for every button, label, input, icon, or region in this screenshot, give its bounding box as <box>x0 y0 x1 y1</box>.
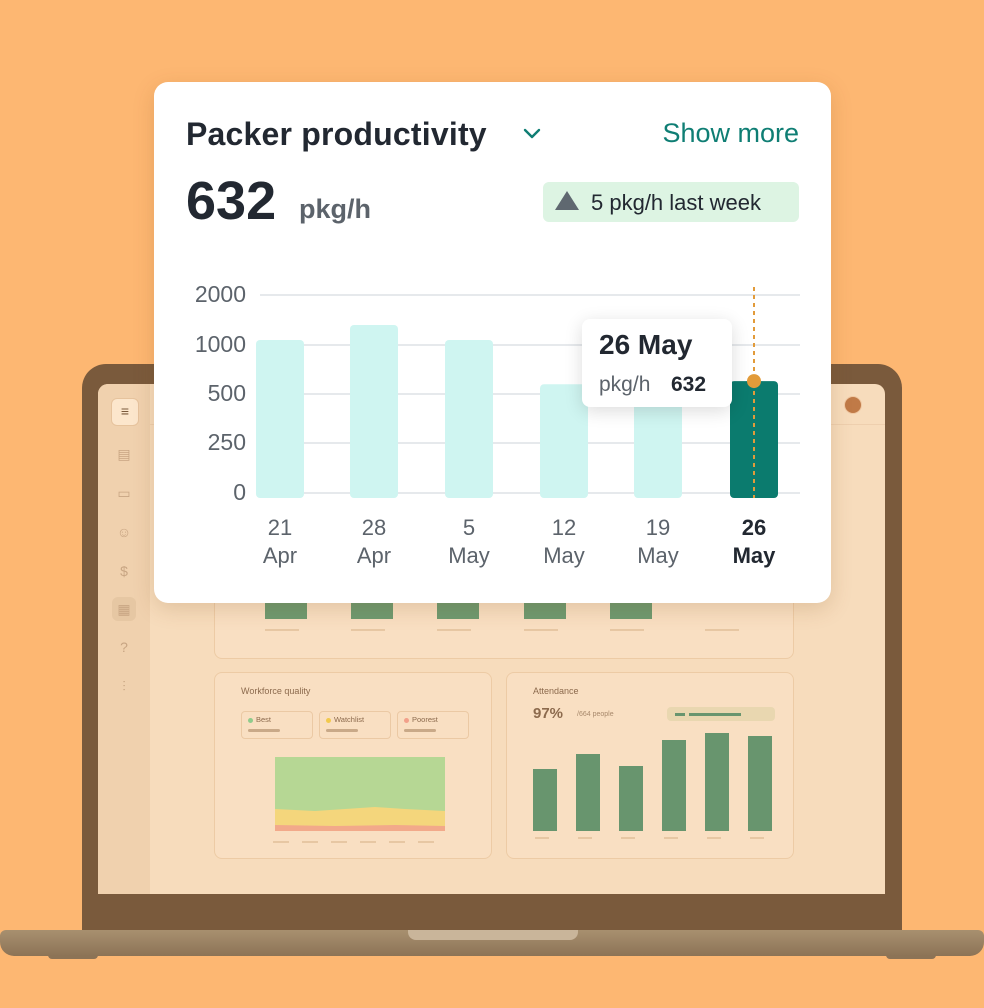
metric-value: 632 <box>186 171 277 231</box>
legend-poorest-label: Poorest <box>412 715 438 724</box>
bar[interactable] <box>256 340 304 498</box>
laptop-notch <box>408 930 578 940</box>
attendance-legend <box>667 707 775 721</box>
y-tick-label: 2000 <box>194 281 246 307</box>
tooltip-label: pkg/h <box>599 373 651 396</box>
y-tick-label: 0 <box>233 479 246 505</box>
y-tick-label: 500 <box>207 380 246 406</box>
bar[interactable] <box>350 325 398 498</box>
selection-marker-dot[interactable] <box>747 374 761 389</box>
metric-unit: pkg/h <box>299 194 371 224</box>
people-icon[interactable]: ☺ <box>116 524 132 540</box>
x-tick-label: 12 May <box>543 515 585 568</box>
card-title[interactable]: Packer productivity <box>186 116 487 152</box>
legend-best-label: Best <box>256 715 272 724</box>
attendance-people: /664 people <box>577 711 614 718</box>
chevron-down-icon[interactable] <box>520 122 544 146</box>
laptop-foot-left <box>48 955 98 959</box>
tooltip-date: 26 May <box>599 329 693 360</box>
y-tick-label: 250 <box>207 429 246 455</box>
x-tick-label: 28 Apr <box>356 515 392 568</box>
calendar-icon[interactable]: ▭ <box>117 485 131 501</box>
app-logo-icon: ≡ <box>111 398 139 426</box>
bar[interactable] <box>445 340 493 498</box>
avatar[interactable] <box>844 396 862 414</box>
workforce-area-chart <box>275 757 445 831</box>
legend-watchlist-label: Watchlist <box>334 715 365 724</box>
x-tick-label: 21 Apr <box>262 515 298 568</box>
dollar-icon[interactable]: $ <box>120 563 128 579</box>
laptop-foot-right <box>886 955 936 959</box>
attendance-percent: 97% <box>533 705 564 722</box>
chart-tooltip: 26 May pkg/h 632 <box>582 319 732 407</box>
help-icon[interactable]: ? <box>120 639 128 655</box>
analytics-icon[interactable]: ▦ <box>112 597 136 621</box>
show-more-link[interactable]: Show more <box>662 118 799 148</box>
legend-watchlist[interactable]: Watchlist <box>319 711 391 739</box>
x-tick-label: 19 May <box>637 515 679 568</box>
delta-text: 5 pkg/h last week <box>591 190 761 215</box>
sidebar: ≡ ▤ ▭ ☺ $ ▦ ? ⫶ <box>98 384 150 894</box>
legend-best[interactable]: Best <box>241 711 313 739</box>
packer-productivity-card: Packer productivity Show more 632 pkg/h … <box>154 82 831 603</box>
bar[interactable] <box>540 384 588 498</box>
delta-badge: 5 pkg/h last week <box>543 182 799 222</box>
attendance-title: Attendance <box>533 686 579 696</box>
documents-icon[interactable]: ▤ <box>117 446 131 462</box>
workforce-quality-panel: Workforce quality Best Watchlist Poorest <box>214 672 492 859</box>
workforce-quality-title: Workforce quality <box>241 686 311 696</box>
triangle-up-icon <box>555 191 579 210</box>
attendance-panel: Attendance 97% /664 people <box>506 672 794 859</box>
legend-poorest[interactable]: Poorest <box>397 711 469 739</box>
y-tick-label: 1000 <box>194 331 246 357</box>
x-tick-label: 5 May <box>448 515 490 568</box>
settings-sliders-icon[interactable]: ⫶ <box>122 678 126 694</box>
x-tick-label: 26 May <box>732 515 776 568</box>
tooltip-value: 632 <box>671 373 707 396</box>
